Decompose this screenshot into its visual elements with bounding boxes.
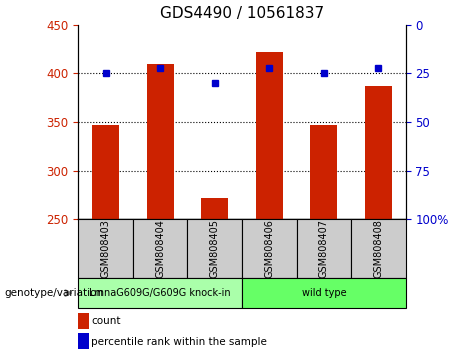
Bar xyxy=(78,313,89,329)
Bar xyxy=(133,219,188,278)
Text: LmnaG609G/G609G knock-in: LmnaG609G/G609G knock-in xyxy=(89,288,231,298)
Bar xyxy=(365,86,392,219)
Text: GSM808406: GSM808406 xyxy=(264,219,274,278)
Bar xyxy=(201,198,228,219)
Text: GSM808403: GSM808403 xyxy=(100,219,111,278)
Bar xyxy=(351,219,406,278)
Bar xyxy=(78,219,133,278)
Bar xyxy=(188,219,242,278)
Bar xyxy=(310,125,337,219)
Bar xyxy=(78,278,242,308)
Bar xyxy=(78,333,89,349)
Bar xyxy=(256,52,283,219)
Text: genotype/variation: genotype/variation xyxy=(5,288,104,298)
Text: GSM808404: GSM808404 xyxy=(155,219,165,278)
Text: GSM808407: GSM808407 xyxy=(319,219,329,278)
Bar xyxy=(92,125,119,219)
Bar xyxy=(242,278,406,308)
Bar xyxy=(242,219,296,278)
Bar xyxy=(147,64,174,219)
Text: count: count xyxy=(91,316,121,326)
Text: percentile rank within the sample: percentile rank within the sample xyxy=(91,337,267,347)
Text: GSM808405: GSM808405 xyxy=(210,219,220,278)
Text: wild type: wild type xyxy=(301,288,346,298)
Text: GSM808408: GSM808408 xyxy=(373,219,384,278)
Title: GDS4490 / 10561837: GDS4490 / 10561837 xyxy=(160,6,324,21)
Bar xyxy=(296,219,351,278)
